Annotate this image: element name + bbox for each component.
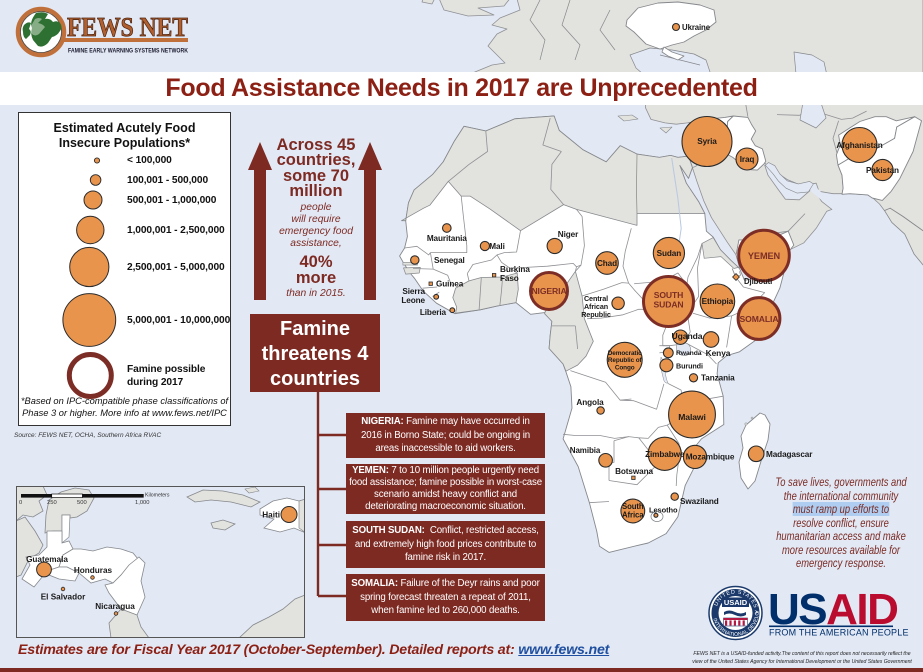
svg-text:250: 250 <box>47 500 57 506</box>
svg-text:Mauritania: Mauritania <box>427 234 467 243</box>
svg-text:FEWS NET: FEWS NET <box>67 12 188 42</box>
svg-text:USAID: USAID <box>724 598 748 607</box>
svg-text:Ukraine: Ukraine <box>682 23 711 32</box>
svg-text:Haiti: Haiti <box>262 511 280 520</box>
svg-text:Honduras: Honduras <box>74 566 113 575</box>
svg-text:Pakistan: Pakistan <box>866 166 899 175</box>
svg-text:Mali: Mali <box>489 242 505 251</box>
svg-text:SUDAN: SUDAN <box>653 299 683 309</box>
svg-text:FAMINE EARLY WARNING SYSTEMS N: FAMINE EARLY WARNING SYSTEMS NETWORK <box>68 48 188 55</box>
svg-text:Congo: Congo <box>615 364 635 371</box>
svg-text:African: African <box>584 302 608 311</box>
svg-text:Liberia: Liberia <box>420 308 447 317</box>
svg-text:Leone: Leone <box>401 296 425 305</box>
svg-text:Malawi: Malawi <box>678 412 706 422</box>
svg-text:Democratic: Democratic <box>608 350 642 357</box>
svg-text:0: 0 <box>19 500 22 506</box>
svg-text:YEMEN: YEMEN <box>748 251 781 261</box>
svg-text:Botswana: Botswana <box>615 467 653 476</box>
svg-text:Mozambique: Mozambique <box>686 453 735 462</box>
svg-text:Nicaragua: Nicaragua <box>95 602 135 611</box>
svg-text:Tanzania: Tanzania <box>701 374 735 383</box>
svg-text:Swaziland: Swaziland <box>680 497 719 506</box>
svg-text:Chad: Chad <box>597 259 617 268</box>
svg-text:Zimbabwe: Zimbabwe <box>645 450 685 459</box>
svg-text:Kenya: Kenya <box>706 348 731 358</box>
svg-text:Kilometers: Kilometers <box>145 493 170 499</box>
svg-text:500: 500 <box>77 500 87 506</box>
svg-text:Ethiopia: Ethiopia <box>702 297 734 306</box>
svg-text:Niger: Niger <box>558 230 579 239</box>
svg-text:1,000: 1,000 <box>135 500 150 506</box>
svg-text:Namibia: Namibia <box>570 446 601 455</box>
svg-text:Sierra: Sierra <box>402 287 425 296</box>
svg-text:Central: Central <box>584 294 608 303</box>
svg-text:Africa: Africa <box>622 511 644 520</box>
svg-text:Angola: Angola <box>576 398 604 407</box>
svg-text:South: South <box>622 502 644 511</box>
svg-text:Afghanistan: Afghanistan <box>836 141 882 150</box>
svg-text:Syria: Syria <box>697 137 717 146</box>
svg-text:Guatemala: Guatemala <box>26 555 68 564</box>
svg-text:Senegal: Senegal <box>434 256 465 265</box>
svg-text:SOUTH: SOUTH <box>654 290 684 300</box>
svg-text:Burundi: Burundi <box>676 362 703 371</box>
svg-text:Sudan: Sudan <box>657 249 682 258</box>
svg-text:Republic of: Republic of <box>608 357 643 364</box>
svg-text:El Salvador: El Salvador <box>41 593 86 602</box>
svg-text:Iraq: Iraq <box>740 155 755 164</box>
svg-text:SOMALIA: SOMALIA <box>740 314 779 324</box>
svg-text:NIGERIA: NIGERIA <box>531 286 566 296</box>
svg-text:Burkina: Burkina <box>500 265 530 274</box>
svg-text:Uganda: Uganda <box>672 331 703 341</box>
svg-text:Guinea: Guinea <box>436 280 464 289</box>
svg-text:Lesotho: Lesotho <box>649 506 678 515</box>
svg-text:Madagascar: Madagascar <box>766 450 813 459</box>
svg-text:Faso: Faso <box>500 274 519 283</box>
svg-text:Republic: Republic <box>581 310 611 319</box>
svg-text:FROM THE AMERICAN PEOPLE: FROM THE AMERICAN PEOPLE <box>769 628 909 638</box>
svg-text:Rwanda: Rwanda <box>676 350 702 357</box>
svg-text:Djibouti: Djibouti <box>744 277 772 286</box>
